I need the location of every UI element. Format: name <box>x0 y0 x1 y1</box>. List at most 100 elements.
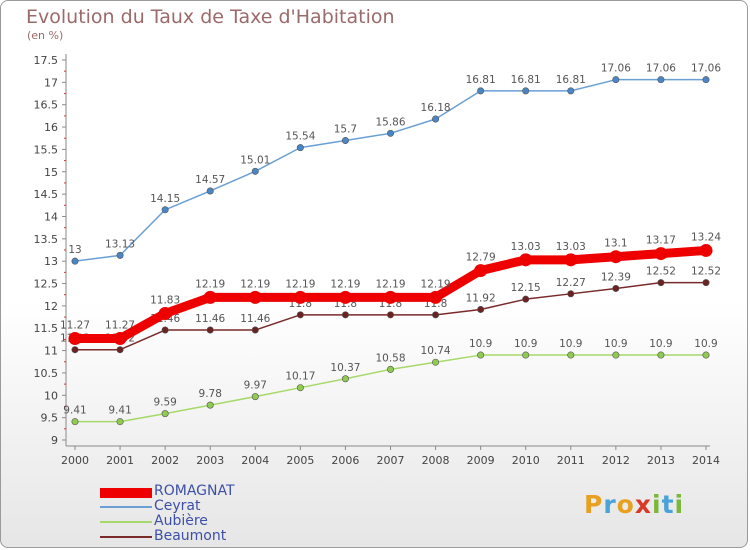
data-label-ceyrat: 15.54 <box>285 131 315 143</box>
data-point-aubiere <box>161 410 169 418</box>
data-point-aubiere <box>206 401 214 409</box>
y-tick-label: 11 <box>44 345 58 358</box>
data-label-romagnat: 12.19 <box>285 278 315 290</box>
data-point-romagnat <box>654 247 668 261</box>
series-line-ceyrat <box>74 78 707 262</box>
y-tick-label: 11.5 <box>34 322 59 335</box>
data-label-ceyrat: 14.57 <box>195 174 225 186</box>
data-point-ceyrat <box>161 206 169 214</box>
data-label-ceyrat: 14.15 <box>150 193 180 205</box>
data-point-aubiere <box>71 418 79 426</box>
data-point-romagnat <box>248 290 262 304</box>
data-label-beaumont: 11.46 <box>195 313 225 325</box>
data-label-romagnat: 13.24 <box>691 231 721 243</box>
data-label-romagnat: 13.03 <box>556 241 586 253</box>
data-label-romagnat: 11.83 <box>150 294 180 306</box>
data-point-beaumont <box>657 279 665 287</box>
data-point-aubiere <box>116 418 124 426</box>
data-label-romagnat: 12.19 <box>240 278 270 290</box>
data-point-aubiere <box>522 351 530 359</box>
data-label-ceyrat: 17.06 <box>601 63 631 75</box>
data-label-romagnat: 12.19 <box>195 278 225 290</box>
data-point-beaumont <box>296 311 304 319</box>
data-point-romagnat <box>293 290 307 304</box>
data-label-ceyrat: 13 <box>68 244 81 256</box>
data-label-romagnat: 12.19 <box>375 278 405 290</box>
legend-label-aubiere: Aubière <box>154 513 208 529</box>
data-label-beaumont: 12.52 <box>691 266 721 278</box>
y-tick-label: 14 <box>44 210 58 223</box>
data-point-romagnat <box>429 290 443 304</box>
x-tick-label: 2005 <box>286 454 314 467</box>
y-tick-label: 17 <box>44 76 58 89</box>
x-tick-label: 2012 <box>602 454 630 467</box>
logo-letter: x <box>634 490 652 519</box>
chart-title: Evolution du Taux de Taxe d'Habitation <box>26 6 395 28</box>
data-point-ceyrat <box>432 115 440 123</box>
data-point-aubiere <box>296 384 304 392</box>
data-point-ceyrat <box>522 87 530 95</box>
x-tick-label: 2003 <box>196 454 224 467</box>
logo-letter: i <box>652 490 662 519</box>
line-chart: 9 9.5 10 10.5 11 11.5 12 12.5 13 13.5 14 14.5 15 15.5… <box>34 54 721 467</box>
y-tick-label: 10.5 <box>34 367 59 380</box>
data-label-aubiere: 9.78 <box>199 388 222 400</box>
data-label-aubiere: 10.9 <box>694 338 717 350</box>
data-point-romagnat <box>113 332 127 346</box>
data-point-romagnat <box>564 253 578 267</box>
data-label-beaumont: 11.46 <box>240 313 270 325</box>
data-label-romagnat: 13.17 <box>646 235 676 247</box>
data-point-romagnat <box>699 243 713 257</box>
x-tick-label: 2011 <box>557 454 585 467</box>
data-point-aubiere <box>341 375 349 383</box>
legend-swatch-aubiere <box>100 521 152 523</box>
logo-letter: r <box>603 490 617 519</box>
data-label-aubiere: 10.9 <box>469 338 492 350</box>
data-point-aubiere <box>386 365 394 373</box>
data-label-aubiere: 10.58 <box>375 352 405 364</box>
x-tick-label: 2001 <box>106 454 134 467</box>
y-tick-label: 15.5 <box>34 143 59 156</box>
logo-letter: t <box>661 490 675 519</box>
data-label-ceyrat: 15.01 <box>240 154 270 166</box>
data-point-beaumont <box>386 311 394 319</box>
data-label-aubiere: 10.37 <box>330 362 360 374</box>
y-tick-label: 12 <box>44 300 58 313</box>
data-point-romagnat <box>609 250 623 264</box>
data-label-ceyrat: 16.81 <box>511 74 541 86</box>
data-point-beaumont <box>477 305 485 313</box>
data-point-ceyrat <box>71 257 79 265</box>
data-point-beaumont <box>522 295 530 303</box>
x-tick-label: 2007 <box>377 454 405 467</box>
y-tick-label: 17.5 <box>34 54 59 67</box>
data-point-aubiere <box>251 393 259 401</box>
legend-label-romagnat: ROMAGNAT <box>154 483 235 499</box>
y-tick-label: 9.5 <box>41 412 59 425</box>
data-point-romagnat <box>158 306 172 320</box>
data-point-ceyrat <box>116 251 124 259</box>
x-tick-label: 2002 <box>151 454 179 467</box>
x-tick-label: 2009 <box>467 454 495 467</box>
data-point-ceyrat <box>386 129 394 137</box>
x-tick-label: 2008 <box>422 454 450 467</box>
data-label-ceyrat: 17.06 <box>691 63 721 75</box>
data-label-ceyrat: 15.86 <box>375 116 405 128</box>
data-point-romagnat <box>474 264 488 278</box>
x-tick-label: 2000 <box>61 454 89 467</box>
data-label-romagnat: 13.1 <box>604 238 627 250</box>
y-tick-label: 10 <box>44 389 58 402</box>
y-tick-label: 13 <box>44 255 58 268</box>
data-point-aubiere <box>657 351 665 359</box>
proxiti-logo: Proxiti <box>584 490 684 519</box>
data-label-romagnat: 12.19 <box>330 278 360 290</box>
data-label-ceyrat: 16.81 <box>556 74 586 86</box>
y-tick-label: 14.5 <box>34 188 59 201</box>
data-point-romagnat <box>68 332 82 346</box>
data-point-aubiere <box>567 351 575 359</box>
data-label-beaumont: 11.92 <box>466 292 496 304</box>
data-label-aubiere: 10.17 <box>285 371 315 383</box>
y-tick-label: 15 <box>44 166 58 179</box>
y-tick-label: 13.5 <box>34 233 59 246</box>
data-point-beaumont <box>251 326 259 334</box>
data-point-romagnat <box>203 290 217 304</box>
